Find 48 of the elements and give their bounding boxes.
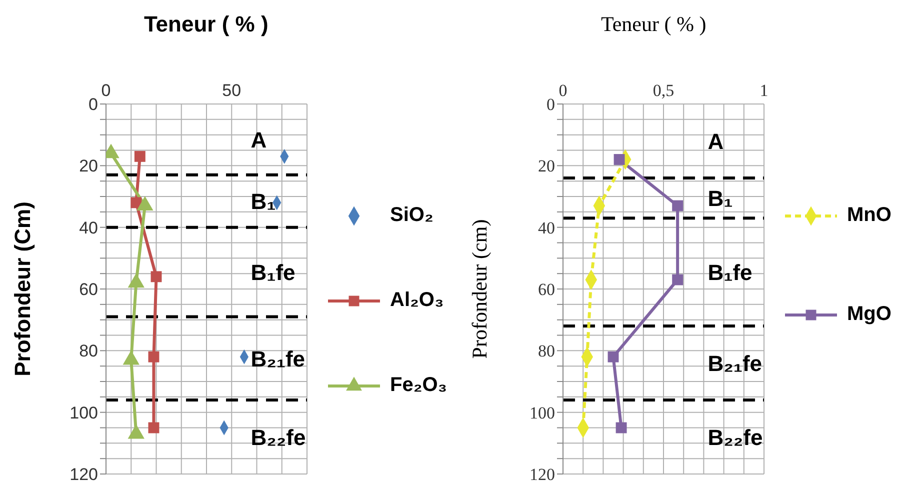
x-axis-title: Teneur ( % ) — [144, 12, 268, 37]
y-tick-label: 80 — [538, 342, 555, 361]
annotation: B₁ — [250, 189, 276, 214]
legend-label: Al₂O₃ — [390, 289, 444, 312]
legend-label: MgO — [847, 303, 892, 326]
y-tick-label: 40 — [538, 218, 555, 238]
y-axis-title: Profondeur (Cm) — [10, 202, 35, 376]
legend-label: Fe₂O₃ — [390, 374, 448, 397]
y-tick-label: 60 — [538, 280, 555, 300]
legend-label: SiO₂ — [390, 204, 434, 227]
point — [150, 271, 162, 282]
x-tick-label: 50 — [222, 81, 242, 100]
annotation: A — [708, 129, 724, 154]
point — [608, 351, 619, 362]
annotation: B₂₁fe — [250, 346, 306, 372]
x-tick-label: 0 — [101, 81, 111, 100]
point — [672, 200, 684, 212]
y-tick-label: 100 — [70, 403, 98, 422]
y-tick-label: 0 — [546, 95, 555, 114]
legend-label: MnO — [847, 204, 892, 227]
y-tick-label: 120 — [530, 465, 555, 482]
y-tick-label: 20 — [538, 156, 555, 176]
y-tick-label: 0 — [88, 95, 98, 114]
x-tick-label: 0 — [558, 81, 568, 100]
y-axis-title: Profondeur (cm) — [467, 219, 492, 359]
y-tick-label: 60 — [79, 280, 98, 300]
annotation: B₁ — [708, 186, 733, 212]
point — [134, 150, 146, 162]
annotation: B₁fe — [708, 260, 752, 286]
y-tick-label: 80 — [79, 342, 98, 361]
x-axis-title: Teneur ( % ) — [601, 12, 706, 36]
point — [130, 197, 142, 208]
annotation: B₂₁fe — [708, 351, 762, 376]
annotation: B₂₂fe — [708, 425, 763, 450]
annotation: B₁fe — [250, 260, 296, 286]
point — [672, 274, 684, 286]
point — [616, 422, 627, 434]
y-tick-label: 100 — [530, 403, 555, 422]
point — [614, 154, 625, 165]
x-tick-label: 0,5 — [652, 81, 674, 100]
annotation: A — [250, 127, 267, 152]
point — [148, 351, 160, 362]
y-tick-label: 20 — [79, 156, 98, 176]
annotation: B₂₂fe — [250, 425, 306, 450]
y-tick-label: 40 — [79, 218, 98, 238]
x-tick-label: 1 — [760, 81, 768, 100]
point — [148, 422, 160, 434]
y-tick-label: 120 — [70, 465, 98, 482]
